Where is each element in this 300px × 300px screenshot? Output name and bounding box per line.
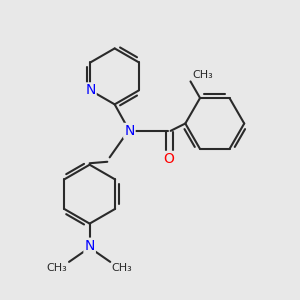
Text: CH₃: CH₃ (112, 263, 133, 273)
Text: CH₃: CH₃ (47, 263, 68, 273)
Text: N: N (85, 239, 95, 253)
Text: N: N (85, 83, 96, 98)
Text: CH₃: CH₃ (192, 70, 213, 80)
Text: O: O (164, 152, 175, 166)
Text: N: N (124, 124, 135, 138)
